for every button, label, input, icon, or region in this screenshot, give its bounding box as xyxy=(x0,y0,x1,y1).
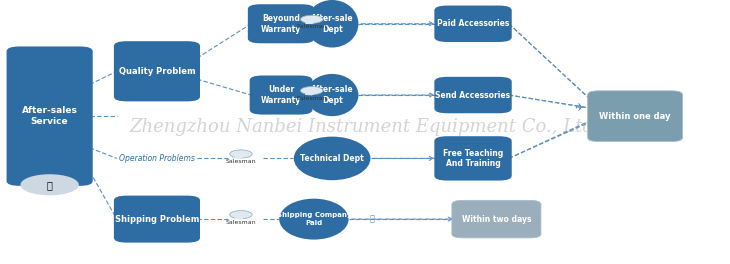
FancyBboxPatch shape xyxy=(114,196,200,243)
Circle shape xyxy=(20,174,79,195)
Text: After-sale
Dept: After-sale Dept xyxy=(311,85,353,105)
Ellipse shape xyxy=(294,137,371,180)
Text: Salesman: Salesman xyxy=(296,96,327,101)
Text: Operation Problems: Operation Problems xyxy=(119,154,195,163)
Text: Within two days: Within two days xyxy=(461,215,531,224)
Text: Within one day: Within one day xyxy=(599,112,671,121)
Polygon shape xyxy=(235,218,243,219)
FancyBboxPatch shape xyxy=(7,46,93,186)
Circle shape xyxy=(301,87,323,95)
FancyBboxPatch shape xyxy=(250,76,312,115)
Polygon shape xyxy=(235,157,243,158)
Text: ✈: ✈ xyxy=(575,103,583,113)
Text: Salesman: Salesman xyxy=(226,220,256,225)
FancyBboxPatch shape xyxy=(434,136,512,181)
Ellipse shape xyxy=(306,74,358,116)
Text: Technical Dept: Technical Dept xyxy=(300,154,364,163)
Text: Paid Accessories: Paid Accessories xyxy=(437,19,510,28)
Text: After-sale
Dept: After-sale Dept xyxy=(311,14,353,34)
Polygon shape xyxy=(306,22,314,23)
Text: 🖥: 🖥 xyxy=(47,180,53,190)
Ellipse shape xyxy=(279,199,349,240)
FancyBboxPatch shape xyxy=(588,91,683,142)
FancyBboxPatch shape xyxy=(434,77,512,113)
Polygon shape xyxy=(306,93,314,95)
FancyBboxPatch shape xyxy=(434,6,512,42)
Text: Salesman: Salesman xyxy=(296,25,327,30)
Ellipse shape xyxy=(306,0,358,48)
Text: Zhengzhou Nanbei Instrument Equipment Co., Ltd.: Zhengzhou Nanbei Instrument Equipment Co… xyxy=(130,118,600,136)
Circle shape xyxy=(230,150,252,158)
Circle shape xyxy=(301,15,323,23)
Text: Quality Problem: Quality Problem xyxy=(119,67,195,76)
Text: Beyound
Warranty: Beyound Warranty xyxy=(261,14,301,34)
Text: Free Teaching
And Training: Free Teaching And Training xyxy=(443,149,503,168)
Text: Shipping Problem: Shipping Problem xyxy=(115,215,199,224)
Text: Shipping Company
Paid: Shipping Company Paid xyxy=(277,213,351,226)
Text: Salesman: Salesman xyxy=(226,159,256,164)
FancyBboxPatch shape xyxy=(248,4,314,43)
Text: Send Accessories: Send Accessories xyxy=(436,91,510,100)
FancyBboxPatch shape xyxy=(114,41,200,101)
Text: Under
Warranty: Under Warranty xyxy=(261,85,301,105)
Text: 🚶: 🚶 xyxy=(370,215,374,224)
Circle shape xyxy=(230,211,252,219)
FancyBboxPatch shape xyxy=(452,200,541,238)
Text: After-sales
Service: After-sales Service xyxy=(22,106,77,126)
